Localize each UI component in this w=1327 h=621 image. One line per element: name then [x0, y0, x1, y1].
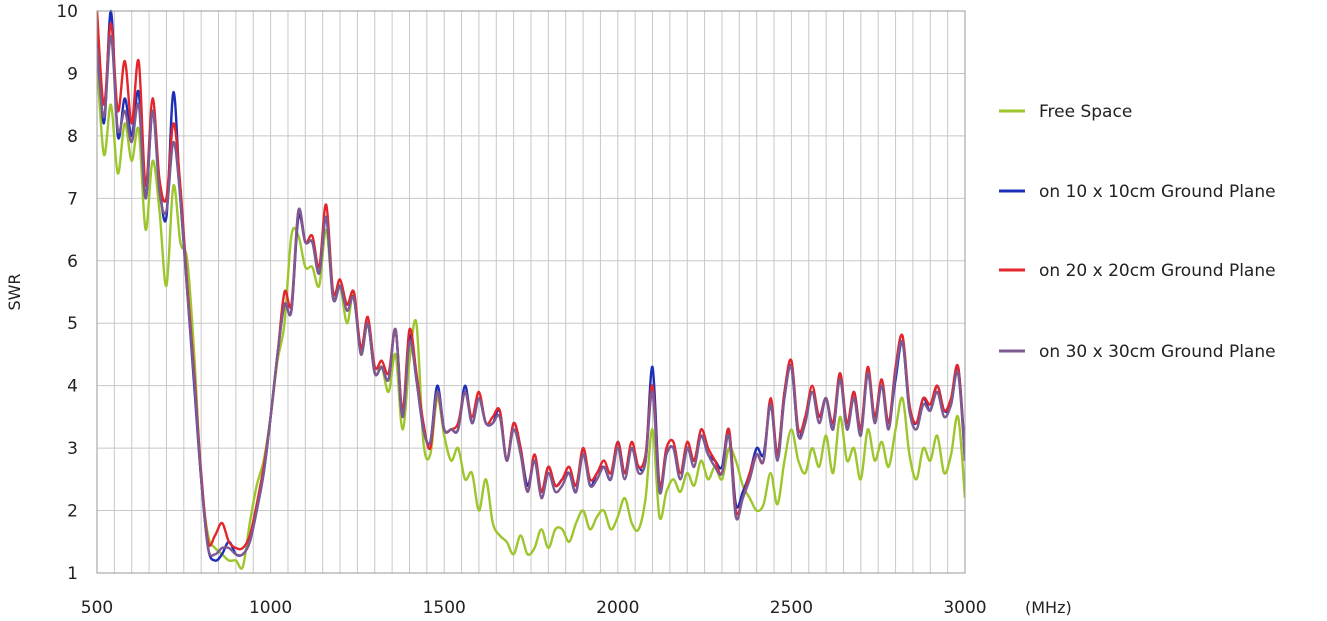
y-tick-label: 7 — [67, 189, 78, 209]
legend-label: Free Space — [1039, 102, 1132, 122]
legend-label: on 10 x 10cm Ground Plane — [1039, 182, 1276, 202]
y-tick-label: 6 — [67, 252, 78, 272]
y-axis-ticks: 1 2 3 4 5 6 7 8 9 10 — [56, 2, 78, 584]
grid-lines — [96, 10, 966, 574]
y-tick-label: 9 — [67, 64, 78, 84]
y-tick-label: 3 — [67, 439, 78, 459]
x-tick-label: 2500 — [770, 598, 813, 618]
y-axis-label: SWR — [5, 273, 24, 310]
x-tick-label: 1000 — [249, 598, 292, 618]
x-tick-label: 3000 — [943, 598, 986, 618]
series-lines — [97, 9, 965, 570]
legend-label: on 30 x 30cm Ground Plane — [1039, 342, 1276, 362]
y-tick-label: 1 — [67, 564, 78, 584]
x-tick-label: 1500 — [423, 598, 466, 618]
plot-frame — [96, 10, 966, 574]
x-tick-label: 2000 — [596, 598, 639, 618]
x-axis-unit-label: (MHz) — [1025, 598, 1072, 617]
y-tick-label: 10 — [56, 2, 78, 22]
legend: Free Space on 10 x 10cm Ground Plane on 20… — [999, 102, 1276, 362]
series-line-1 — [97, 60, 965, 570]
x-axis-ticks: 500 1000 1500 2000 2500 3000 — [81, 598, 987, 618]
x-tick-label: 500 — [81, 598, 113, 618]
y-tick-label: 5 — [67, 314, 78, 334]
series-line-4 — [97, 34, 965, 558]
y-tick-label: 4 — [67, 377, 78, 397]
legend-label: on 20 x 20cm Ground Plane — [1039, 261, 1276, 281]
y-tick-label: 2 — [67, 502, 78, 522]
y-tick-label: 8 — [67, 127, 78, 147]
